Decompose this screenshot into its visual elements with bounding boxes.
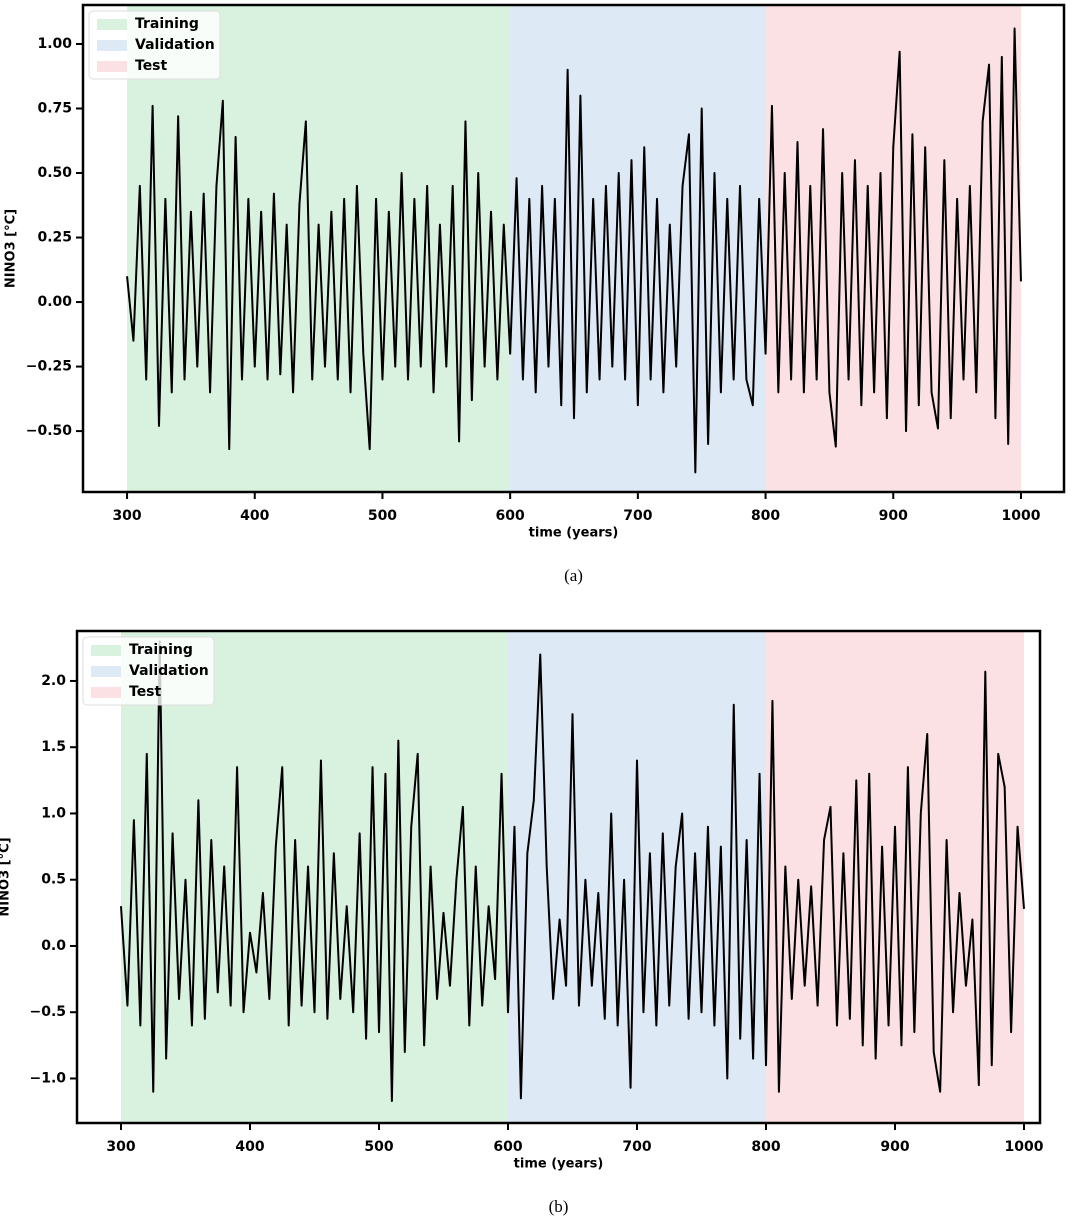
x-tick-label: 1000 — [1001, 508, 1040, 524]
legend-label: Training — [135, 16, 199, 32]
y-tick-label: 0.00 — [37, 294, 72, 310]
x-tick-label: 700 — [622, 1139, 651, 1155]
y-tick-label: −0.50 — [26, 423, 73, 439]
y-tick-label: 0.50 — [37, 165, 72, 181]
x-tick-label: 900 — [880, 1139, 909, 1155]
y-tick-label: 1.0 — [41, 805, 66, 821]
axes-frame — [81, 3, 1066, 494]
x-tick-label: 600 — [496, 508, 525, 524]
legend-swatch — [97, 40, 127, 51]
span — [507, 631, 766, 1123]
x-axis-label: time (years) — [529, 526, 619, 541]
y-tick-label: −1.0 — [29, 1070, 66, 1086]
x-tick-label: 300 — [112, 508, 141, 524]
x-tick-label: 900 — [879, 508, 908, 524]
legend-label: Test — [135, 58, 168, 74]
legend-swatch — [91, 666, 121, 677]
x-tick-label: 500 — [364, 1139, 393, 1155]
legend-swatch — [97, 19, 127, 30]
span — [120, 631, 508, 1123]
legend-label: Validation — [129, 663, 209, 679]
caption: (b) — [549, 1197, 569, 1216]
y-tick-label: −0.5 — [29, 1004, 66, 1020]
x-tick-label: 600 — [493, 1139, 522, 1155]
legend-label: Test — [129, 684, 162, 700]
y-tick-label: 0.25 — [37, 230, 72, 246]
x-tick-label: 500 — [368, 508, 397, 524]
y-axis-label: NINO3 [°C] — [0, 837, 13, 916]
y-tick-label: 2.0 — [41, 673, 66, 689]
legend-swatch — [97, 61, 127, 72]
x-tick-label: 800 — [751, 1139, 780, 1155]
legend-swatch — [91, 687, 121, 698]
series-line — [119, 640, 1025, 1102]
x-tick-label: 300 — [106, 1139, 135, 1155]
span — [765, 631, 1025, 1123]
legend-label: Training — [129, 642, 193, 658]
span — [765, 5, 1021, 492]
x-tick-label: 1000 — [1005, 1139, 1044, 1155]
y-axis-label: NINO3 [°C] — [4, 209, 19, 288]
y-tick-label: 0.5 — [41, 872, 66, 888]
y-tick-label: 0.0 — [41, 938, 66, 954]
x-tick-label: 400 — [240, 508, 269, 524]
x-axis-label: time (years) — [514, 1157, 604, 1172]
y-tick-label: 0.75 — [37, 100, 72, 116]
x-tick-label: 400 — [235, 1139, 264, 1155]
axes-frame — [75, 629, 1042, 1125]
legend-label: Validation — [135, 37, 215, 53]
x-tick-label: 700 — [623, 508, 652, 524]
caption: (a) — [564, 566, 583, 585]
span — [510, 5, 766, 492]
x-tick-label: 800 — [751, 508, 780, 524]
y-tick-label: 1.5 — [41, 739, 66, 755]
legend-swatch — [91, 645, 121, 656]
y-tick-label: −0.25 — [26, 359, 72, 375]
y-tick-label: 1.00 — [37, 36, 72, 52]
series-line — [126, 27, 1022, 474]
